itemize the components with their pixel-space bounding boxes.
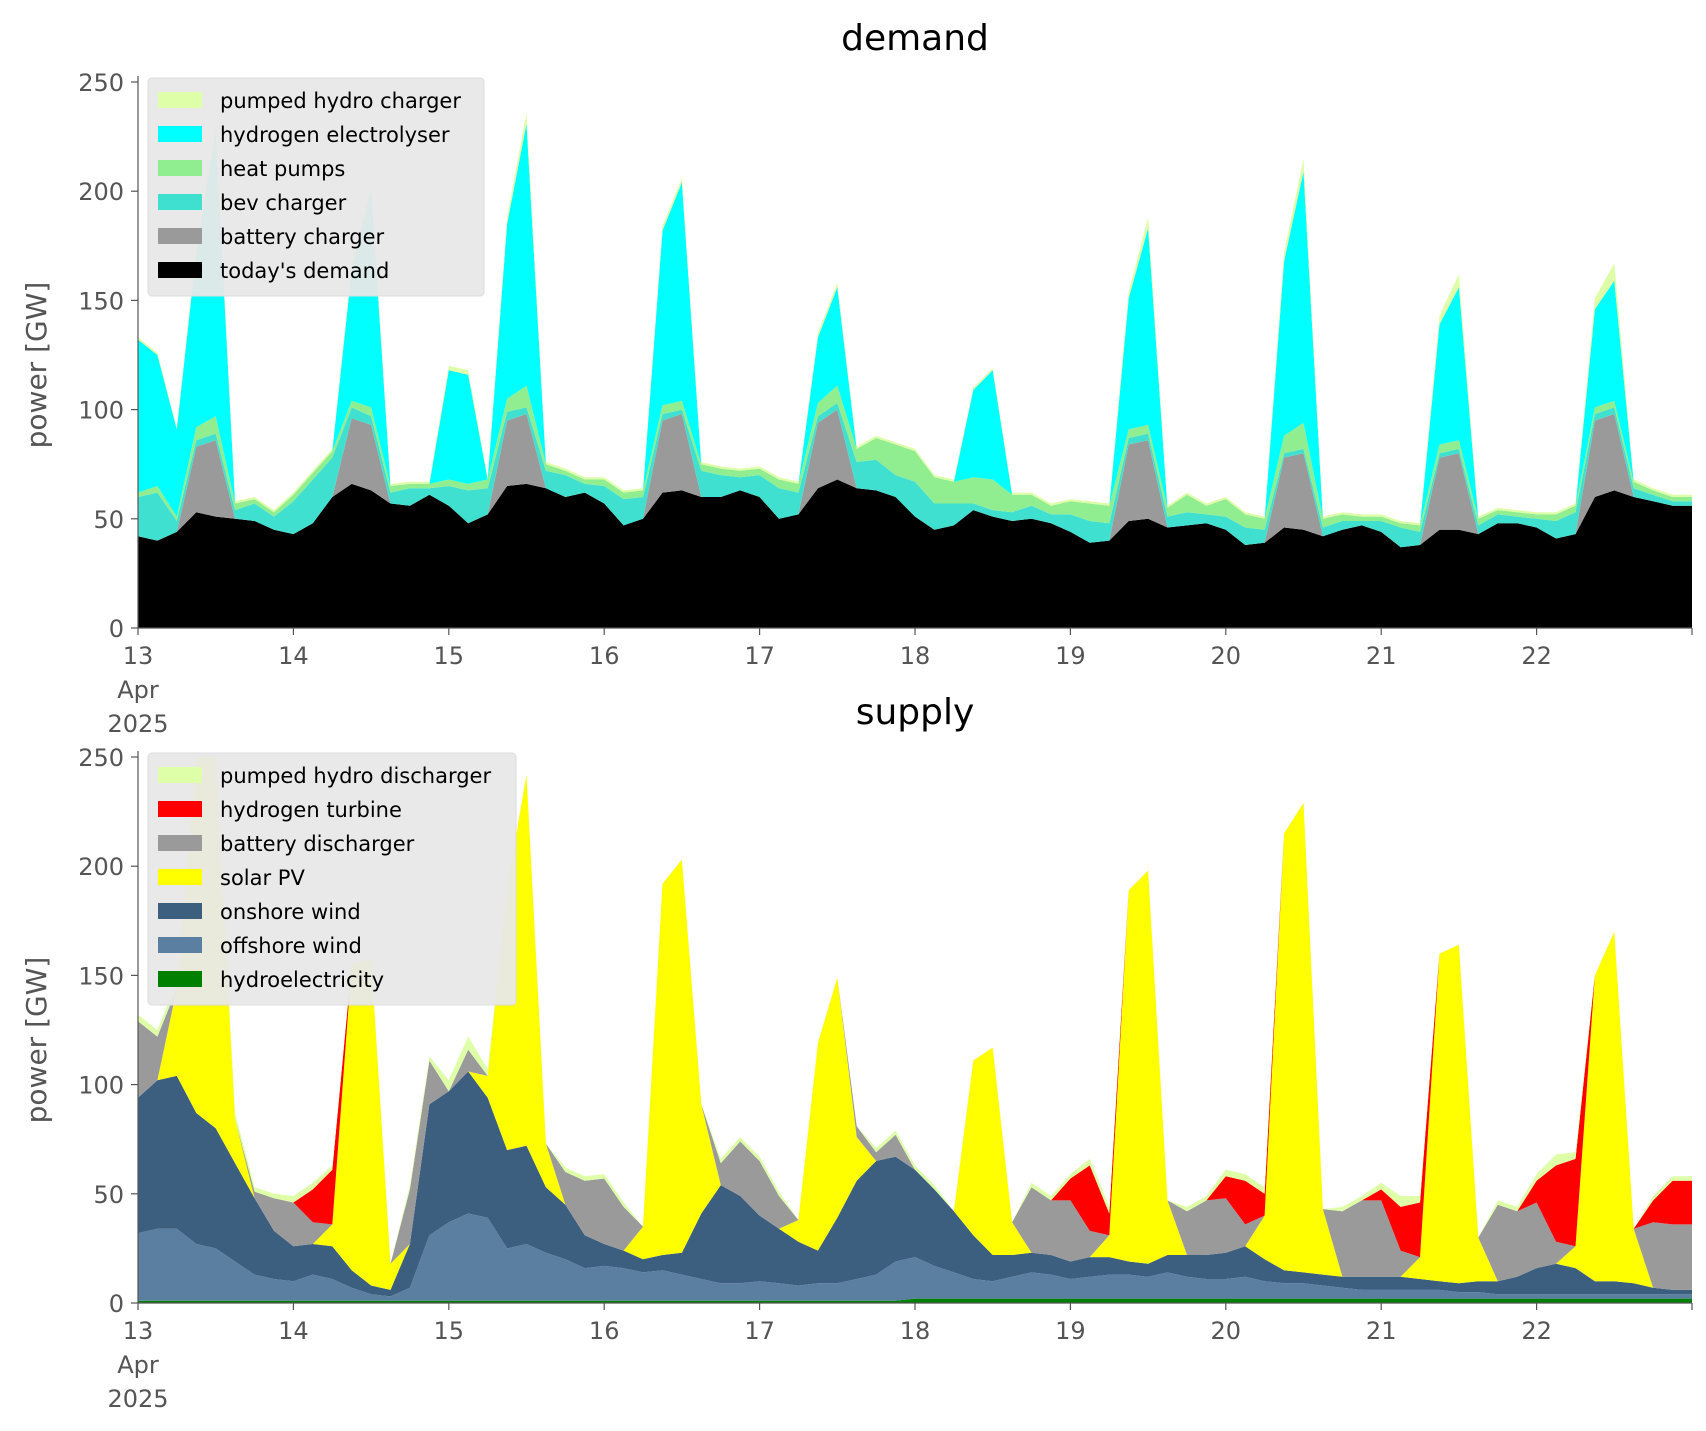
legend-label: hydrogen turbine [220,798,402,822]
x-tick-label: 16 [589,642,620,670]
legend: pumped hydro discharger hydrogen turbine b… [147,752,517,1006]
legend-swatch [158,160,202,176]
y-tick-label: 50 [93,1181,124,1209]
x-tick-label: 20 [1211,642,1242,670]
x-tick-label-extra: Apr [117,1351,159,1379]
legend-label: solar PV [220,866,305,890]
area-today-s-demand [138,479,1692,628]
x-tick-label: 17 [744,1317,775,1345]
legend-swatch [158,903,202,919]
legend: pumped hydro charger hydrogen electrolyse… [147,77,485,297]
y-axis-label: power [GW] [20,282,53,449]
x-tick-label: 13 [123,1317,154,1345]
legend-swatch [158,801,202,817]
x-tick-label: 14 [278,1317,309,1345]
legend-swatch [158,835,202,851]
legend-label: heat pumps [220,157,345,181]
axes: 0 50 100 150 200 250 13 14 15 16 17 18 19 20 21 22 Apr 20… [78,69,1693,738]
x-tick-label: 17 [744,642,775,670]
area-layers [138,757,1692,1303]
x-tick-label: 15 [434,1317,465,1345]
y-tick-label: 200 [78,853,124,881]
y-tick-label: 250 [78,744,124,772]
y-tick-label: 150 [78,962,124,990]
legend-swatch [158,767,202,783]
legend-label: bev charger [220,191,347,215]
area-hydroelectricity [138,1298,1692,1303]
x-tick-label: 18 [900,1317,931,1345]
legend-label: hydrogen electrolyser [220,123,450,147]
legend-label: onshore wind [220,900,361,924]
legend-swatch [158,869,202,885]
legend-swatch [158,92,202,108]
chart-title: demand [841,18,989,59]
demand-chart: demand power [GW] 0 50 100 150 200 250 13 14 15 1… [20,18,1693,738]
area-battery-charger [138,409,1692,548]
y-tick-label: 50 [93,506,124,534]
legend-swatch [158,228,202,244]
y-tick-label: 100 [78,1072,124,1100]
supply-chart: supply power [GW] 0 50 100 150 200 250 13 14 15 1… [20,692,1693,1413]
x-tick-label: 21 [1366,1317,1397,1345]
legend-label: pumped hydro charger [220,89,461,113]
x-tick-label: 15 [434,642,465,670]
legend-swatch [158,194,202,210]
x-tick-label: 14 [278,642,309,670]
legend-swatch [158,262,202,278]
legend-swatch [158,971,202,987]
x-tick-label: 19 [1055,642,1086,670]
axes: 0 50 100 150 200 250 13 14 15 16 17 18 19 20 21 22 Apr 20… [78,744,1693,1413]
legend-label: offshore wind [220,934,362,958]
legend-swatch [158,937,202,953]
x-tick-label: 22 [1521,1317,1552,1345]
area-hydrogen-electrolyser [138,123,1692,526]
y-tick-label: 0 [109,1290,124,1318]
y-tick-label: 0 [109,615,124,643]
x-tick-label: 22 [1521,642,1552,670]
legend-box [147,77,485,297]
legend-label: pumped hydro discharger [220,764,491,788]
area-battery-discharger [138,757,1692,1290]
x-tick-label-extra: 2025 [107,710,168,738]
x-tick-label: 20 [1211,1317,1242,1345]
area-bev-charger [138,403,1692,548]
area-onshore-wind [138,1071,1692,1297]
area-layers [138,112,1692,628]
y-axis-label: power [GW] [20,957,53,1124]
y-tick-label: 150 [78,287,124,315]
legend-label: today's demand [220,259,389,283]
x-tick-label: 19 [1055,1317,1086,1345]
area-solar-pv [138,757,1692,1290]
legend-label: hydroelectricity [220,968,384,992]
x-tick-label-extra: Apr [117,676,159,704]
y-tick-label: 200 [78,178,124,206]
x-tick-label: 13 [123,642,154,670]
area-heat-pumps [138,385,1692,532]
legend-box [147,752,517,1006]
legend-swatch [158,126,202,142]
legend-label: battery discharger [220,832,415,856]
y-tick-label: 100 [78,397,124,425]
x-tick-label: 18 [900,642,931,670]
x-tick-label: 21 [1366,642,1397,670]
legend-label: battery charger [220,225,385,249]
x-tick-label: 16 [589,1317,620,1345]
y-tick-label: 250 [78,69,124,97]
x-tick-label-extra: 2025 [107,1385,168,1413]
area-offshore-wind [138,1213,1692,1301]
chart-title: supply [856,692,975,733]
